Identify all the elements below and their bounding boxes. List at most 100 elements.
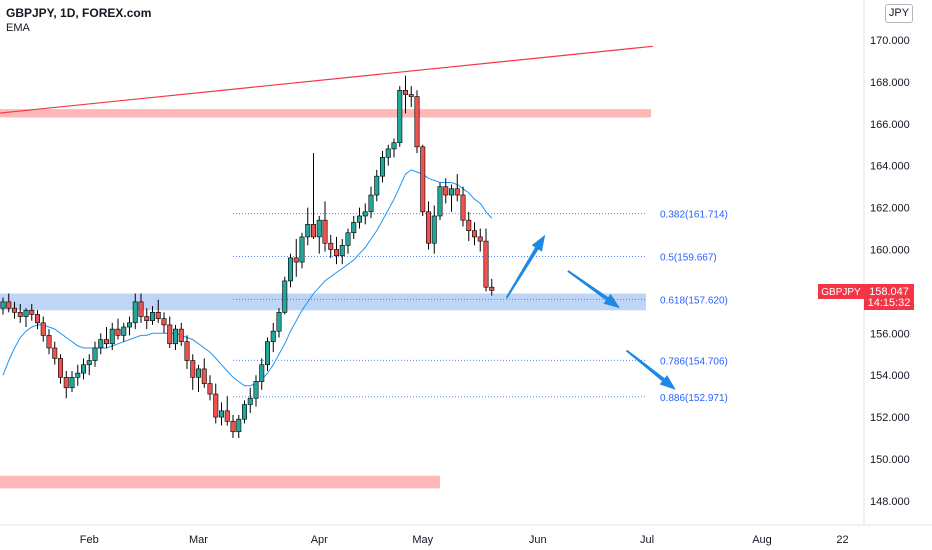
- price-tag-price: 158.047: [869, 286, 909, 298]
- price-tick-label: 164.000: [870, 161, 910, 173]
- candle: [184, 335, 190, 369]
- candle: [150, 306, 156, 325]
- candle: [471, 222, 477, 246]
- candle-body: [402, 89, 408, 95]
- candle: [322, 201, 328, 252]
- candle-body: [184, 341, 190, 361]
- candle: [213, 383, 219, 424]
- candle-body: [190, 360, 196, 378]
- candle-body: [115, 328, 121, 336]
- candle-body: [322, 219, 328, 244]
- support-zone: [0, 293, 646, 311]
- candle: [460, 186, 466, 227]
- candle: [391, 138, 397, 158]
- candle-body: [178, 328, 184, 342]
- candle-body: [92, 347, 98, 361]
- candle-body: [253, 381, 259, 399]
- candle-body: [236, 418, 242, 433]
- candle-body: [305, 224, 311, 238]
- candle: [242, 400, 248, 424]
- candle: [247, 387, 253, 413]
- candle: [339, 239, 345, 265]
- candle: [259, 358, 265, 390]
- candle-body: [362, 211, 368, 217]
- candle: [109, 322, 115, 351]
- candle-body: [287, 257, 293, 282]
- candle-body: [282, 280, 288, 313]
- candle: [431, 205, 437, 254]
- time-tick-label: Mar: [189, 534, 208, 546]
- candle-body: [17, 312, 23, 317]
- candle-body: [230, 420, 236, 433]
- candle: [81, 358, 87, 380]
- indicator-label[interactable]: EMA: [6, 22, 30, 34]
- candle: [310, 153, 316, 240]
- price-tick-label: 160.000: [870, 245, 910, 257]
- candle: [374, 169, 380, 202]
- candle: [236, 415, 242, 439]
- candle: [293, 239, 299, 277]
- price-tick-label: 156.000: [870, 328, 910, 340]
- candle: [63, 371, 69, 399]
- candle: [104, 327, 110, 348]
- candle-body: [385, 148, 391, 158]
- currency-button[interactable]: JPY: [885, 4, 913, 23]
- candle: [115, 318, 121, 340]
- time-tick-label: Feb: [80, 534, 99, 546]
- candle: [155, 299, 161, 323]
- candle-body: [437, 186, 443, 217]
- candle: [264, 337, 270, 372]
- candle-body: [224, 410, 230, 422]
- candle: [351, 215, 357, 240]
- candle-body: [276, 312, 282, 332]
- price-tick-label: 148.000: [870, 496, 910, 508]
- candle: [379, 151, 385, 183]
- time-tick-label: Aug: [752, 534, 772, 546]
- candle-body: [0, 301, 6, 309]
- price-tick-label: 168.000: [870, 77, 910, 89]
- candle: [190, 354, 196, 390]
- candle-body: [40, 322, 46, 336]
- arrows-layer: [505, 234, 676, 390]
- candle-body: [483, 240, 489, 288]
- candle: [276, 308, 282, 338]
- candle-body: [242, 404, 248, 420]
- candle-body: [109, 328, 115, 345]
- candle-body: [293, 257, 299, 263]
- candle-body: [391, 142, 397, 150]
- candle-body: [207, 383, 213, 395]
- candle: [270, 322, 276, 353]
- ema-line: [2, 169, 493, 387]
- candle: [287, 253, 293, 288]
- candle-body: [150, 312, 156, 322]
- candle-body: [454, 188, 460, 196]
- candle-body: [155, 312, 161, 319]
- time-tick-label: Jun: [529, 534, 547, 546]
- candle: [489, 278, 495, 296]
- candle-body: [104, 339, 110, 345]
- candle: [448, 184, 454, 212]
- candle-body: [69, 376, 75, 389]
- candle: [368, 186, 374, 219]
- price-axis[interactable]: 170.000 168.000 166.000 164.000 162.000 160.0…: [863, 0, 910, 525]
- fib-label: 0.382(161.714): [660, 210, 728, 221]
- price-tag-countdown: 14:15:32: [868, 297, 911, 309]
- candle-body: [247, 397, 253, 405]
- candle: [305, 207, 311, 246]
- candle-body: [132, 301, 138, 324]
- fib-label: 0.886(152.971): [660, 393, 728, 404]
- candle: [333, 236, 339, 265]
- candle-body: [46, 335, 52, 349]
- candle-body: [408, 94, 414, 97]
- candle: [144, 308, 150, 330]
- candle: [167, 316, 173, 348]
- candle: [414, 90, 420, 154]
- candle-body: [167, 324, 173, 345]
- symbol-title: GBPJPY, 1D, FOREX.com: [6, 6, 152, 20]
- time-tick-label: Jul: [640, 534, 654, 546]
- candle: [437, 182, 443, 221]
- time-tick-label: 22: [836, 534, 848, 546]
- candle-body: [477, 236, 483, 242]
- time-axis[interactable]: Feb Mar Apr May Jun Jul Aug 22: [0, 524, 932, 546]
